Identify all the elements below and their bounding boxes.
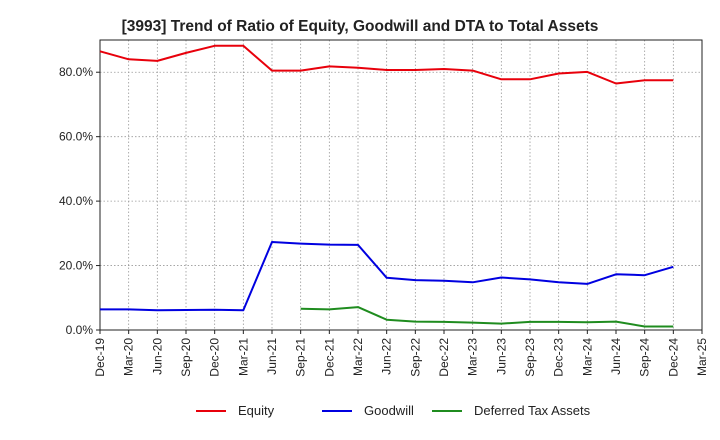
legend-label: Deferred Tax Assets — [474, 403, 591, 418]
x-tick-label: Dec-20 — [208, 338, 222, 377]
legend: Equity Goodwill Deferred Tax Assets — [196, 403, 591, 418]
y-tick-label: 40.0% — [59, 194, 93, 208]
x-tick-label: Sep-22 — [408, 338, 422, 377]
x-tick-label: Sep-23 — [523, 338, 537, 377]
x-tick-label: Jun-20 — [150, 338, 164, 375]
x-tick-label: Sep-21 — [294, 338, 308, 377]
x-tick-label: Dec-23 — [552, 338, 566, 377]
x-tick-label: Mar-22 — [351, 338, 365, 376]
x-tick-label: Mar-25 — [695, 338, 709, 376]
x-tick-label: Dec-21 — [322, 338, 336, 377]
plot-area — [99, 39, 703, 331]
y-tick-label: 20.0% — [59, 259, 93, 273]
x-tick-label: Jun-24 — [609, 338, 623, 375]
x-tick-label: Jun-23 — [494, 338, 508, 375]
x-axis: Dec-19 Mar-20 Jun-20 Sep-20 Dec-20 Mar-21 Jun-… — [93, 330, 709, 377]
series-line-goodwill — [100, 241, 674, 312]
x-tick-label: Jun-22 — [380, 338, 394, 375]
legend-label: Goodwill — [364, 403, 414, 418]
series-line-equity — [99, 44, 674, 85]
x-tick-label: Mar-20 — [122, 338, 136, 376]
x-tick-label: Mar-21 — [236, 338, 250, 376]
chart-title: [3993] Trend of Ratio of Equity, Goodwil… — [122, 18, 599, 35]
series-line-deferred-tax-assets — [300, 306, 674, 328]
y-tick-label: 80.0% — [59, 65, 93, 79]
x-tick-label: Dec-22 — [437, 338, 451, 377]
x-tick-label: Dec-24 — [666, 338, 680, 377]
y-axis: 0.0% 20.0% 40.0% 60.0% 80.0% — [59, 65, 100, 337]
x-tick-label: Sep-20 — [179, 338, 193, 377]
y-tick-label: 60.0% — [59, 130, 93, 144]
x-tick-label: Jun-21 — [265, 338, 279, 375]
x-tick-label: Dec-19 — [93, 338, 107, 377]
x-tick-label: Mar-23 — [466, 338, 480, 376]
y-tick-label: 0.0% — [66, 323, 94, 337]
legend-label: Equity — [238, 403, 275, 418]
series-lines — [99, 44, 674, 328]
x-tick-label: Mar-24 — [580, 338, 594, 376]
grid-lines — [100, 40, 702, 330]
x-tick-label: Sep-24 — [638, 338, 652, 377]
